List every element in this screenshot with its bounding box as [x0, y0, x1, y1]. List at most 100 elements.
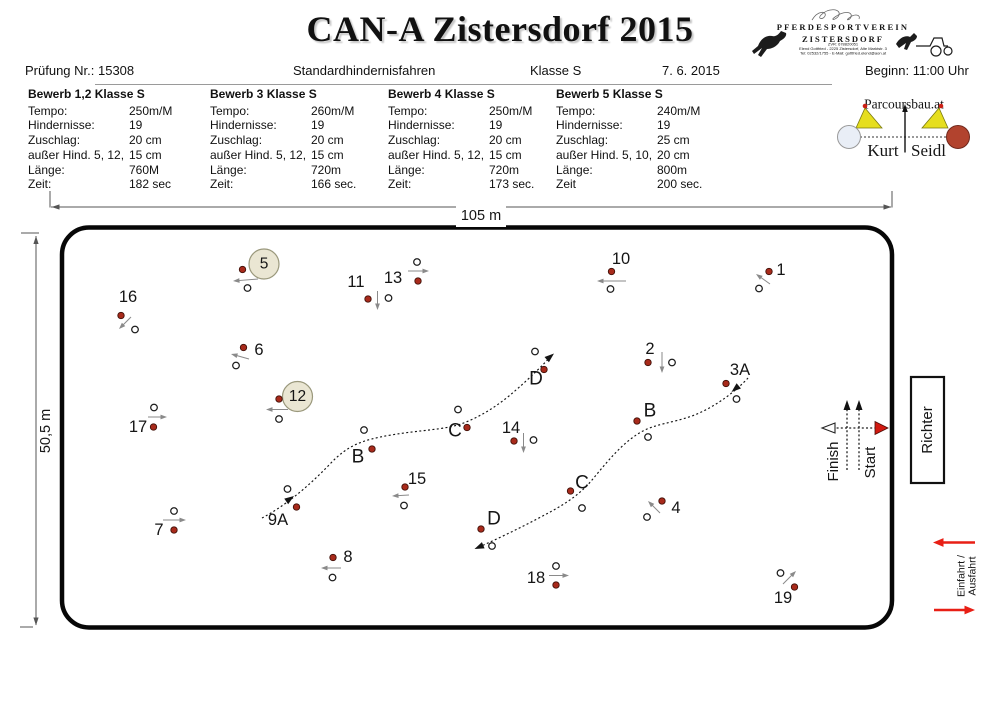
logo-up-arrow-icon	[902, 104, 908, 112]
pruefung-number: Prüfung Nr.: 15308	[25, 63, 135, 78]
parcoursbau-site-label: Parcoursbau.at	[864, 97, 944, 112]
obstacle-label: 5	[260, 256, 269, 273]
white-marker-dot	[668, 358, 676, 367]
obstacle-number-badge	[281, 380, 314, 413]
red-marker-dot	[170, 526, 178, 534]
white-marker-dot	[275, 415, 283, 423]
dim-arrow-right-icon	[883, 204, 892, 210]
obstacle-gate-3-b: B	[633, 401, 657, 441]
bewerb-row: Tempo: 240m/M	[556, 103, 701, 118]
club-logo: PFERDESPORTVEREIN ZISTERSDORF ZVR: 67882…	[752, 9, 953, 57]
bewerb-row: Zeit: 182 sec	[28, 177, 172, 192]
obstacle-label: 2	[645, 340, 654, 358]
white-marker-dot	[150, 403, 158, 412]
bewerb-row: Zuschlag: 20 cm	[28, 133, 162, 148]
bewerb-block-3: Bewerb 3 Klasse S Tempo: 260m/M Hindernisse…	[210, 87, 386, 192]
dim-arrow-up-icon	[33, 236, 39, 244]
club-fine-print-1: ZVR: 678820051	[828, 42, 859, 47]
obstacle-gate-4: 4	[643, 497, 681, 521]
bewerb-row: Zeit 200 sec.	[556, 177, 703, 192]
designer-first-name: Kurt	[867, 141, 898, 160]
bewerb-block-5: Bewerb 5 Klasse S Tempo: 240m/M Hindernisse…	[556, 87, 732, 192]
red-marker-dot	[149, 423, 158, 431]
club-fine-print-3: Tel: 02532/1755 - E-Mail: gottfried.elen…	[800, 51, 887, 56]
white-marker-dot	[413, 258, 421, 266]
obstacle-label: 10	[612, 250, 630, 268]
bewerb-row: Hindernisse: 19	[556, 118, 671, 133]
red-marker-dot	[368, 445, 376, 453]
bewerb-row: außer Hind. 5, 10, 20 cm	[556, 147, 690, 162]
route-obstacle-9	[261, 353, 554, 519]
page-title: CAN-A Zistersdorf 2015	[306, 9, 694, 49]
red-marker-dot	[644, 358, 652, 367]
obstacle-label: 8	[343, 548, 352, 566]
bewerb-row: Länge: 800m	[556, 162, 688, 177]
entry-exit-label-line1: Einfahrt /	[956, 555, 968, 597]
white-marker-dot	[755, 284, 763, 293]
obstacle-label: B	[644, 401, 657, 422]
obstacle-gate-1: 1	[755, 261, 786, 293]
obstacle-gate-6: 6	[231, 341, 264, 370]
parcoursbau-logo: Parcoursbau.at Kurt Seidl	[837, 97, 970, 160]
obstacle-label: 19	[774, 589, 792, 607]
bewerb-row: Zeit: 173 sec.	[388, 177, 535, 192]
obstacle-label: C	[448, 421, 462, 442]
event-date: 7. 6. 2015	[662, 63, 720, 78]
bewerb-row: Länge: 720m	[210, 162, 342, 177]
obstacle-label: 1	[776, 261, 785, 279]
obstacle-gate-13: 13	[384, 258, 429, 287]
white-marker-dot	[531, 347, 539, 356]
obstacle-label: 15	[408, 470, 426, 488]
bewerb-row: Länge: 720m	[388, 162, 520, 177]
obstacle-gate-9a: 9A	[268, 485, 301, 529]
header-divider	[95, 84, 832, 85]
bewerb-title: Bewerb 5 Klasse S	[556, 87, 663, 101]
white-marker-dot	[552, 562, 560, 570]
finish-flag-icon	[820, 422, 836, 434]
klasse: Klasse S	[530, 63, 582, 78]
obstacle-gate-8: 8	[321, 548, 353, 582]
obstacle-label: C	[575, 473, 589, 494]
obstacle-label: 17	[129, 418, 147, 436]
obstacle-number-badge	[248, 248, 280, 280]
bewerb-row: Zuschlag: 20 cm	[388, 133, 522, 148]
obstacle-gate-19: 19	[774, 569, 799, 607]
start-finish-area: Finish Start	[820, 400, 889, 482]
red-marker-dot	[722, 379, 730, 388]
white-marker-dot	[243, 284, 252, 292]
red-marker-dot	[510, 437, 518, 445]
red-marker-dot	[275, 395, 283, 403]
club-name-line1: PFERDESPORTVEREIN	[777, 22, 910, 32]
red-marker-dot	[552, 581, 560, 589]
exit-arrow-icon	[964, 605, 975, 615]
obstacle-gate-17: 17	[129, 403, 167, 436]
judges-box: Richter	[909, 375, 946, 485]
white-marker-dot	[488, 542, 496, 550]
obstacle-gate-15: 15	[392, 470, 426, 510]
red-marker-dot	[477, 525, 485, 533]
obstacle-label: B	[352, 447, 365, 468]
bewerb-row: Zuschlag: 20 cm	[210, 133, 344, 148]
obstacle-label: 11	[347, 273, 364, 291]
white-marker-dot	[360, 426, 368, 434]
red-marker-dot	[364, 295, 372, 303]
cone-ball-left-icon	[862, 103, 868, 109]
carriage-icon	[896, 33, 953, 57]
obstacle-gate-12: 12	[266, 380, 314, 423]
obstacle-gate-5: 5	[233, 248, 280, 292]
arena-boundary	[59, 225, 895, 630]
start-label: Start	[862, 446, 879, 479]
obstacle-gate-3a: 3A	[722, 361, 750, 403]
white-marker-dot	[400, 501, 408, 510]
white-marker-dot	[644, 433, 652, 441]
entry-exit-area: Einfahrt / Ausfahrt	[933, 538, 979, 615]
white-marker-dot	[732, 395, 741, 403]
red-marker-dot	[117, 311, 125, 320]
obstacle-label: D	[529, 369, 543, 390]
bewerb-row: Tempo: 250m/M	[388, 103, 533, 118]
route-obstacle-3	[474, 377, 749, 549]
white-marker-dot	[529, 436, 538, 444]
obstacle-gate-3-c: C	[566, 473, 589, 512]
red-marker-dot	[238, 265, 247, 274]
bewerb-row: Hindernisse: 19	[210, 118, 325, 133]
